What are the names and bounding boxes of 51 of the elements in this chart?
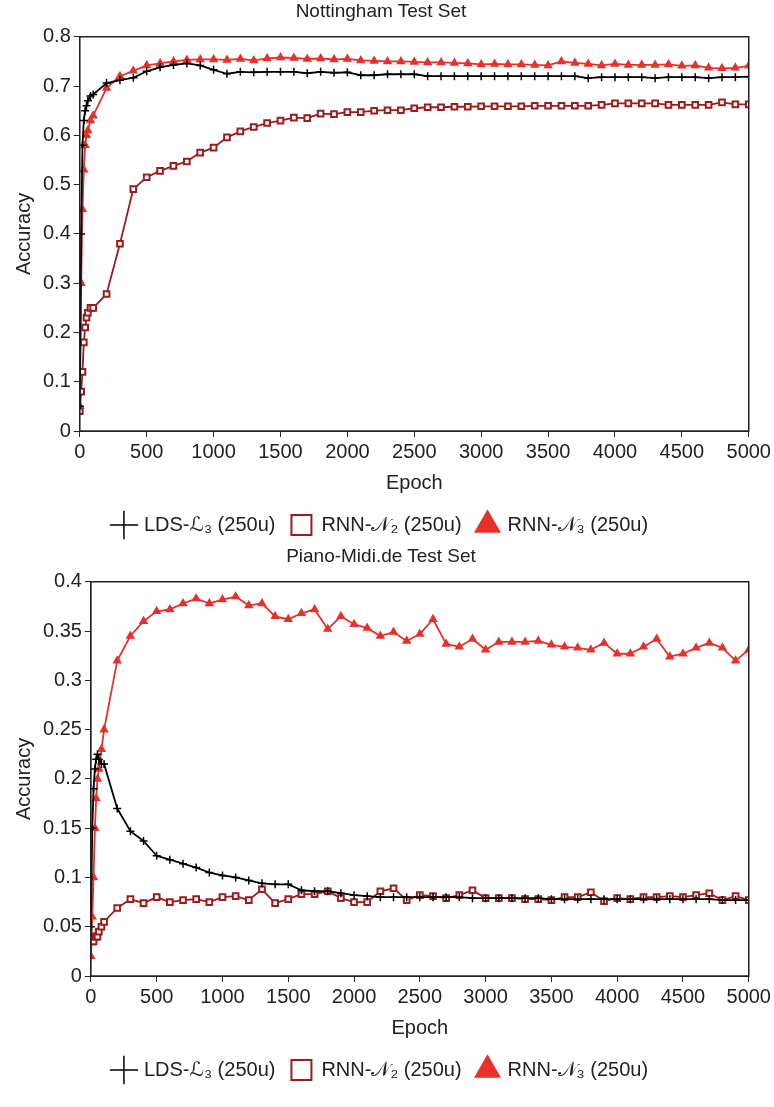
legend-label: RNN-𝒩₂ (250u) [321,1057,462,1080]
legend-label: LDS-ℒ₃ (250u) [143,1057,276,1080]
y-tick-label: 0.05 [42,914,82,937]
x-tick-label: 2500 [397,984,443,1007]
x-tick-label: 4500 [659,439,705,462]
x-axis-title: Epoch [385,470,443,493]
y-tick-label: 0 [59,418,71,441]
y-tick-label: 0.5 [42,172,71,195]
y-tick-label: 0.4 [54,569,82,592]
x-tick-label: 500 [140,984,174,1007]
y-tick-label: 0.1 [54,864,82,887]
x-tick-label: 2000 [325,439,370,462]
y-tick-label: 0.2 [54,766,82,789]
y-tick-label: 0.35 [42,618,82,641]
x-tick-label: 2500 [392,439,437,462]
x-tick-label: 1000 [200,984,245,1007]
y-tick-label: 0.2 [42,319,71,342]
y-tick-label: 0.4 [42,221,71,244]
y-tick-label: 0 [70,963,82,986]
legend-label: LDS-ℒ₃ (250u) [143,512,276,535]
x-tick-label: 3000 [463,984,508,1007]
x-tick-label: 1500 [258,439,303,462]
y-axis-title: Accuracy [11,192,34,276]
x-tick-label: 1500 [266,984,311,1007]
x-axis-title: Epoch [391,1015,449,1038]
chart-title: Nottingham Test Set [295,0,468,21]
y-tick-label: 0.1 [42,369,71,392]
chart-title: Piano-Midi.de Test Set [286,544,477,566]
legend-label: RNN-𝒩₃ (250u) [507,512,649,535]
x-tick-label: 3500 [525,439,571,462]
x-tick-label: 1000 [191,439,236,462]
y-tick-label: 0.25 [42,717,82,740]
y-tick-label: 0.7 [42,73,71,96]
x-tick-label: 5000 [726,984,771,1007]
x-tick-label: 3000 [458,439,504,462]
x-tick-label: 500 [130,439,164,462]
y-tick-label: 0.3 [42,270,71,293]
y-tick-label: 0.15 [42,815,82,838]
legend-label: RNN-𝒩₃ (250u) [507,1057,649,1080]
y-axis-title: Accuracy [11,737,34,821]
x-tick-label: 2000 [331,984,377,1007]
x-tick-label: 4000 [592,439,638,462]
y-tick-label: 0.8 [42,24,71,47]
x-tick-label: 5000 [726,439,771,462]
legend-label: RNN-𝒩₂ (250u) [321,512,462,535]
x-tick-label: 0 [85,984,97,1007]
x-tick-label: 4000 [594,984,640,1007]
y-tick-label: 0.6 [42,122,71,145]
y-tick-label: 0.3 [54,667,82,690]
x-tick-label: 3500 [529,984,574,1007]
x-tick-label: 4500 [660,984,706,1007]
